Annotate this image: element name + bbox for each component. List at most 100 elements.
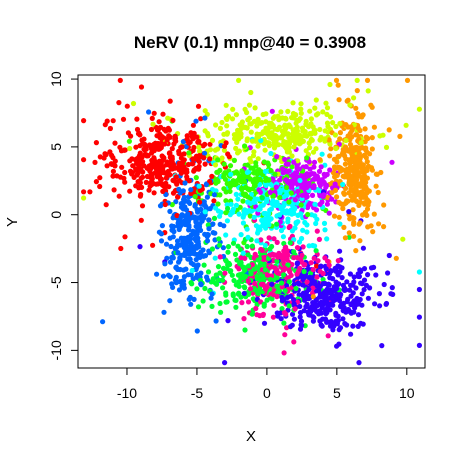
point-yellow-green (295, 139, 301, 145)
point-yellow-green (313, 112, 320, 118)
point-blue (167, 235, 173, 241)
point-orange (345, 97, 351, 103)
point-violet (416, 314, 422, 320)
point-mid-green (234, 170, 241, 176)
point-cyan (202, 209, 208, 215)
point-cyan (288, 207, 294, 213)
point-red (127, 188, 133, 194)
point-magenta (304, 279, 310, 285)
point-yellow-green (248, 129, 254, 135)
point-orange (371, 124, 377, 130)
point-red (134, 116, 140, 122)
point-red (150, 181, 156, 187)
point-yellow-green (416, 106, 422, 112)
point-blue (206, 250, 212, 256)
point-red (124, 103, 130, 109)
point-magenta (253, 305, 259, 312)
point-red (150, 242, 156, 248)
point-yellow-green (286, 122, 292, 128)
point-green (246, 263, 252, 269)
point-red (133, 183, 139, 189)
point-red (209, 173, 215, 179)
point-green (262, 267, 268, 273)
point-mid-green (192, 194, 198, 200)
point-orange (359, 191, 366, 197)
point-yellow-green (127, 145, 133, 152)
point-yellow-green (223, 102, 229, 108)
point-green (255, 257, 261, 263)
point-green (242, 267, 248, 273)
point-orange (362, 200, 368, 206)
point-mid-green (266, 177, 272, 183)
point-violet (327, 323, 334, 329)
point-green (293, 285, 299, 292)
point-magenta (275, 270, 281, 276)
point-mid-green (227, 184, 233, 190)
point-blue (217, 221, 223, 227)
point-blue (191, 296, 197, 302)
point-green (248, 269, 254, 275)
point-mid-green (215, 157, 221, 163)
point-purple (318, 164, 324, 170)
point-purple (282, 156, 288, 163)
point-blue (211, 192, 217, 198)
point-blue (171, 229, 177, 235)
x-tick-label: 10 (399, 385, 415, 401)
point-red (112, 158, 118, 164)
point-green (274, 221, 280, 227)
point-yellow-green (298, 135, 304, 142)
point-red (121, 147, 127, 153)
point-green (225, 249, 231, 255)
point-yellow-green (255, 143, 261, 149)
point-orange (342, 185, 349, 191)
point-cyan (212, 255, 218, 261)
point-yellow-green (337, 120, 343, 127)
point-mid-green (257, 176, 263, 182)
point-green (286, 303, 292, 309)
point-blue (181, 221, 188, 227)
point-mid-green (304, 155, 310, 161)
point-orange (336, 164, 342, 170)
point-yellow-green (354, 77, 360, 83)
point-red (119, 164, 125, 170)
point-orange (342, 161, 348, 167)
point-red (184, 174, 190, 180)
point-green (232, 251, 239, 257)
y-tick-label: -10 (48, 340, 64, 360)
point-green (235, 243, 241, 249)
point-orange (357, 238, 363, 244)
point-yellow-green (278, 109, 284, 115)
point-green (209, 246, 215, 252)
point-cyan (255, 230, 261, 236)
point-green (267, 276, 273, 283)
point-green (230, 240, 237, 246)
point-yellow-green (380, 132, 386, 138)
point-yellow-green (298, 101, 304, 107)
point-orange (381, 202, 387, 208)
point-blue (173, 199, 179, 205)
point-magenta (284, 257, 290, 263)
point-red (176, 167, 182, 173)
point-blue (179, 283, 185, 289)
point-violet (359, 291, 365, 297)
point-green (249, 243, 255, 249)
point-blue (193, 118, 199, 124)
point-red (186, 140, 192, 146)
point-blue (183, 266, 189, 272)
point-red (117, 174, 124, 180)
point-red (154, 133, 160, 139)
point-red (110, 168, 116, 174)
point-orange (337, 130, 343, 136)
point-red (139, 154, 145, 160)
point-blue (201, 215, 207, 221)
point-violet (385, 270, 391, 276)
point-red (188, 130, 194, 136)
point-orange (397, 133, 403, 139)
point-red (169, 146, 175, 152)
point-violet (137, 244, 143, 250)
point-cyan (289, 228, 295, 234)
point-red (184, 169, 190, 175)
point-magenta (325, 258, 331, 264)
point-cyan (340, 181, 346, 188)
point-green (217, 300, 223, 307)
